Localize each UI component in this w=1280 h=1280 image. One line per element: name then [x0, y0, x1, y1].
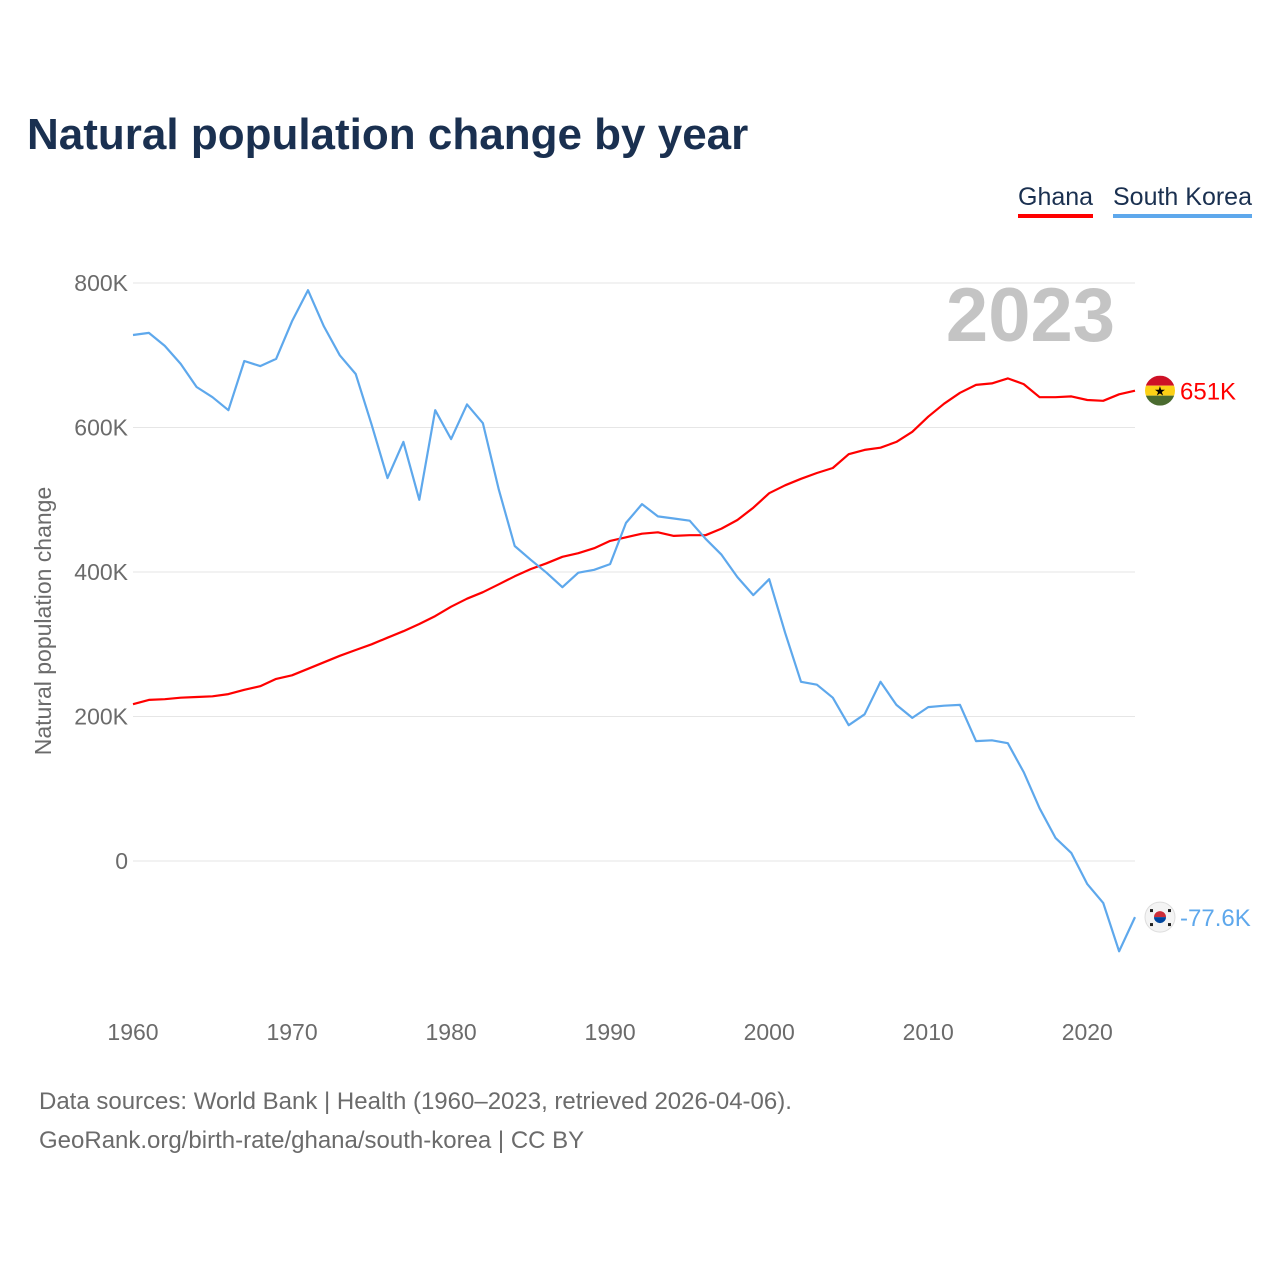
- x-tick-label: 2010: [903, 1019, 954, 1045]
- x-tick-label: 1990: [585, 1019, 636, 1045]
- legend-south-korea[interactable]: South Korea: [1113, 183, 1252, 218]
- y-tick-label: 800K: [74, 270, 128, 296]
- y-tick-label: 0: [115, 848, 128, 874]
- ghana-flag-gold: [1145, 385, 1175, 396]
- footer-sources: Data sources: World Bank | Health (1960–…: [39, 1088, 792, 1115]
- chart-title: Natural population change by year: [27, 110, 749, 159]
- ghana-flag-green: [1145, 395, 1175, 406]
- south-korea-flag-blue: [1154, 917, 1166, 924]
- footer-link[interactable]: GeoRank.org/birth-rate/ghana/south-korea…: [39, 1127, 585, 1154]
- x-tick-label: 1960: [107, 1019, 158, 1045]
- south-korea-flag-trigram: [1150, 923, 1153, 927]
- ghana-flag-star-icon: ★: [1154, 384, 1166, 399]
- series-line-south-korea: [132, 289, 1136, 953]
- y-tick-label: 200K: [74, 704, 128, 730]
- x-tick-label: 1970: [266, 1019, 317, 1045]
- y-axis-label: Natural population change: [30, 487, 56, 756]
- south-korea-flag-trigram: [1168, 923, 1171, 927]
- south-korea-flag-trigram: [1150, 909, 1153, 913]
- end-label-south-korea: -77.6K: [1180, 905, 1251, 932]
- year-label: 2023: [945, 273, 1115, 358]
- x-tick-label: 2020: [1062, 1019, 1113, 1045]
- ghana-flag-red: [1145, 375, 1175, 386]
- end-label-ghana: 651K: [1180, 379, 1236, 406]
- x-tick-label: 1980: [426, 1019, 477, 1045]
- series-line-ghana: [132, 377, 1136, 706]
- south-korea-flag-trigram: [1168, 909, 1171, 913]
- legend-ghana[interactable]: Ghana: [1018, 183, 1094, 218]
- y-tick-label: 600K: [74, 415, 128, 441]
- south-korea-flag-red: [1154, 911, 1166, 918]
- y-tick-label: 400K: [74, 559, 128, 585]
- x-tick-label: 2000: [744, 1019, 795, 1045]
